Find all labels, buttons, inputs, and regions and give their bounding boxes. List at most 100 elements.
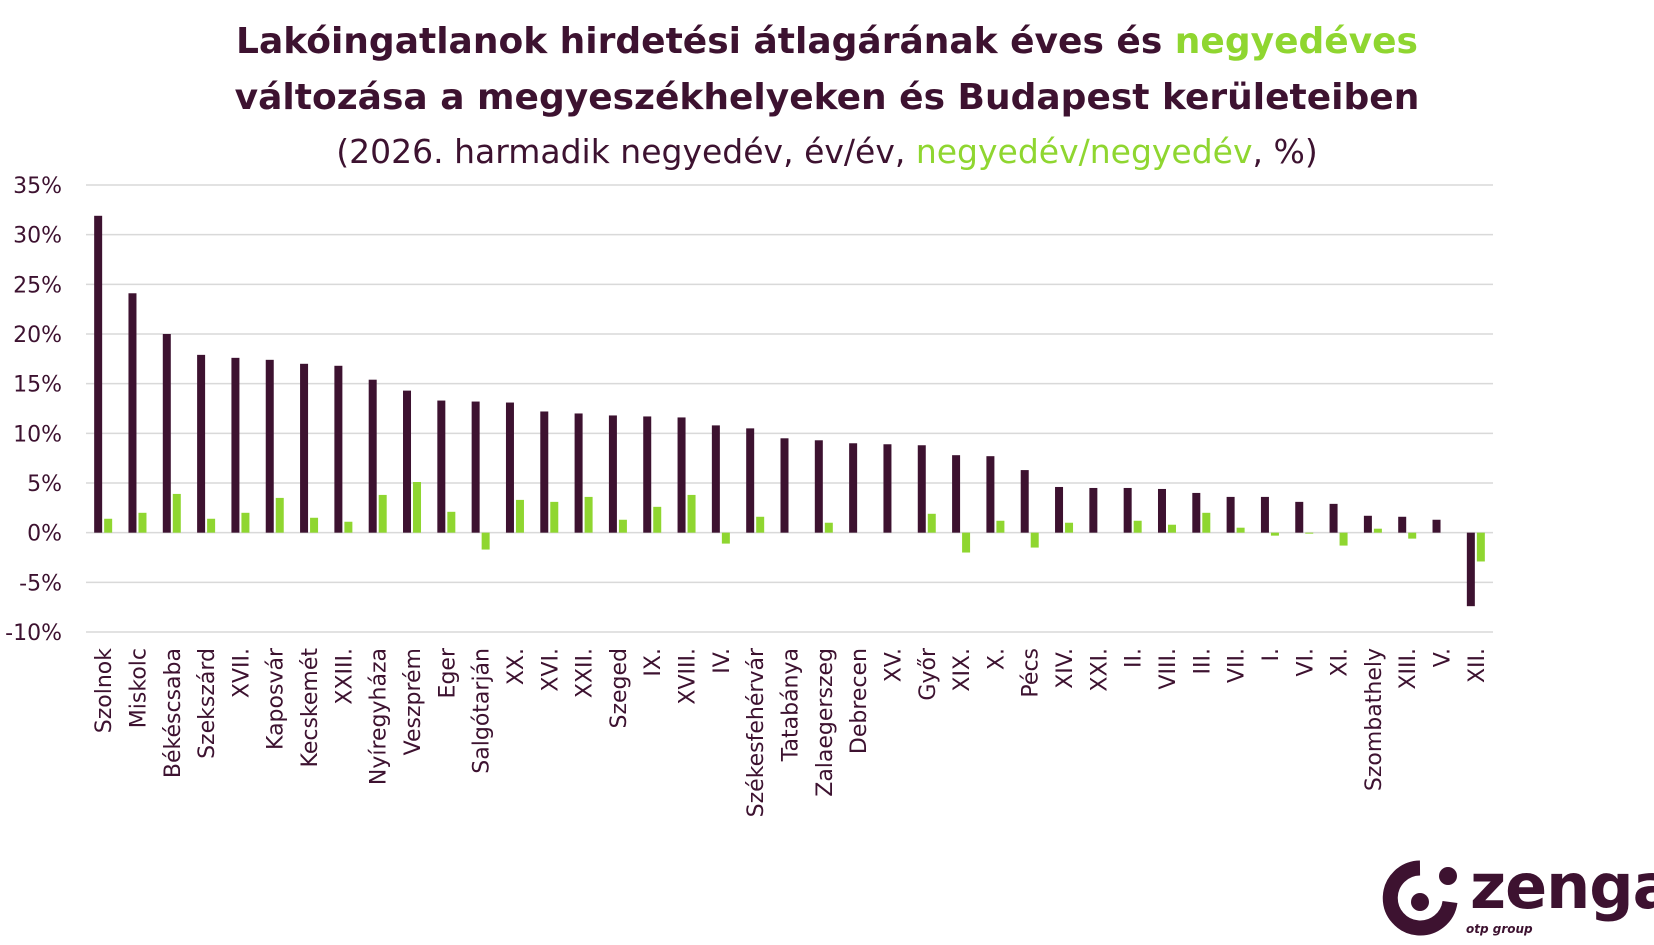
x-tick-label: Kaposvár	[264, 647, 289, 750]
x-tick-label: III.	[1190, 648, 1215, 674]
bar-annual	[162, 334, 171, 533]
bar-quarterly	[138, 512, 147, 533]
x-tick-label: XXII.	[573, 648, 598, 698]
x-tick-label: XVI.	[538, 648, 563, 692]
x-tick-label: I.	[1259, 648, 1284, 661]
bar-quarterly	[447, 511, 456, 533]
bar-annual	[643, 416, 652, 533]
bar-annual	[1398, 516, 1407, 533]
subtitle-text: (2026. harmadik negyedév, év/év,	[336, 132, 916, 171]
x-tick-label: XII.	[1465, 648, 1490, 683]
x-tick-label: XIX.	[950, 648, 975, 692]
bar-quarterly	[1167, 524, 1176, 533]
x-tick-label: Tatabánya	[779, 648, 804, 762]
bar-annual	[231, 357, 240, 533]
x-tick-label: Szolnok	[92, 648, 117, 733]
x-tick-label: Miskolc	[126, 648, 151, 728]
x-tick-label: XXIII.	[332, 648, 357, 705]
x-tick-label: Székesfehérvár	[744, 647, 769, 817]
bar-quarterly	[687, 494, 696, 533]
bar-annual	[1055, 486, 1064, 533]
chart-title: Lakóingatlanok hirdetési átlagárának éve…	[0, 14, 1654, 178]
bar-quarterly	[344, 521, 353, 533]
bar-annual	[1329, 503, 1338, 533]
x-tick-label: XI.	[1328, 648, 1353, 677]
bar-quarterly	[962, 532, 971, 553]
x-tick-label: XVII.	[229, 648, 254, 698]
x-tick-label: IV.	[710, 648, 735, 674]
bar-annual	[334, 365, 343, 533]
bar-annual	[917, 445, 926, 533]
bar-annual	[197, 354, 206, 533]
bar-annual	[849, 443, 858, 533]
bar-quarterly	[1030, 532, 1039, 548]
grid-lines	[86, 184, 1493, 633]
bar-annual	[94, 215, 103, 533]
bar-quarterly	[653, 506, 662, 533]
bar-annual	[505, 402, 514, 533]
y-axis-ticks: -10% -5% 0% 5% 10% 15% 20% 25% 30% 35%	[5, 174, 62, 646]
bar-annual	[1192, 492, 1201, 533]
y-tick-label: 5%	[27, 472, 62, 497]
x-axis-labels: Szolnok Miskolc Békéscsaba Szekszárd XVII. Ka…	[92, 647, 1490, 817]
bar-quarterly	[1339, 532, 1348, 546]
title-line-2: változása a megyeszékhelyeken és Budapes…	[234, 77, 1420, 118]
bar-quarterly	[996, 520, 1005, 533]
bar-quarterly	[241, 512, 250, 533]
zenga-logo-icon	[1382, 860, 1458, 936]
bar-annual	[1226, 496, 1235, 533]
zenga-logo-text: zenga	[1470, 850, 1654, 923]
bar-quarterly	[550, 501, 559, 533]
bar-annual	[814, 440, 823, 533]
bar-annual	[265, 359, 274, 533]
zenga-logo: zenga otp group	[1378, 850, 1654, 942]
bar-quarterly	[721, 532, 730, 544]
bar-annual	[677, 417, 686, 533]
zenga-logo-subtext: otp group	[1466, 922, 1533, 936]
x-tick-label: Szekszárd	[195, 648, 220, 759]
bar-annual	[1260, 496, 1269, 533]
y-tick-label: 0%	[27, 522, 62, 547]
bar-annual	[1123, 487, 1132, 533]
bar-annual	[1363, 515, 1372, 533]
x-tick-label: VIII.	[1156, 648, 1181, 690]
y-tick-label: 20%	[13, 323, 62, 348]
subtitle-end: , %)	[1252, 132, 1318, 171]
bar-quarterly	[1373, 528, 1382, 533]
x-tick-label: Kecskemét	[298, 648, 323, 768]
x-tick-label: Zalaegerszeg	[813, 648, 838, 797]
x-tick-label: II.	[1122, 648, 1147, 668]
bar-annual	[608, 415, 617, 533]
bar-annual	[952, 455, 961, 533]
bar-annual	[128, 293, 137, 533]
bar-annual	[1020, 470, 1029, 533]
x-tick-label: XIII.	[1396, 648, 1421, 690]
x-tick-label: XX.	[504, 648, 529, 685]
bar-quarterly	[275, 497, 284, 533]
bar-quarterly	[1476, 532, 1485, 562]
bar-quarterly	[824, 522, 833, 533]
subtitle-highlight: negyedév/negyedév	[915, 132, 1253, 171]
x-tick-label: VII.	[1225, 648, 1250, 683]
bar-quarterly	[378, 494, 387, 533]
x-tick-label: XV.	[881, 648, 906, 682]
x-tick-label: Pécs	[1019, 648, 1044, 698]
bar-annual	[780, 438, 789, 533]
bar-quarterly	[1270, 532, 1279, 536]
bar-annual	[368, 379, 377, 533]
bar-quarterly	[413, 482, 422, 533]
bar-quarterly	[584, 496, 593, 533]
bar-quarterly	[310, 517, 319, 533]
bar-annual	[437, 400, 446, 533]
x-tick-label: Szeged	[607, 648, 632, 729]
bar-quarterly	[1133, 520, 1142, 533]
bar-quarterly	[481, 532, 490, 550]
y-tick-label: -5%	[19, 571, 62, 596]
y-tick-label: 15%	[13, 373, 62, 398]
x-tick-label: Békéscsaba	[161, 648, 186, 778]
x-tick-label: XVIII.	[676, 648, 701, 705]
bar-annual	[540, 411, 549, 533]
bar-quarterly	[515, 499, 524, 533]
bar-quarterly	[1065, 522, 1074, 533]
bar-annual	[1295, 501, 1304, 533]
